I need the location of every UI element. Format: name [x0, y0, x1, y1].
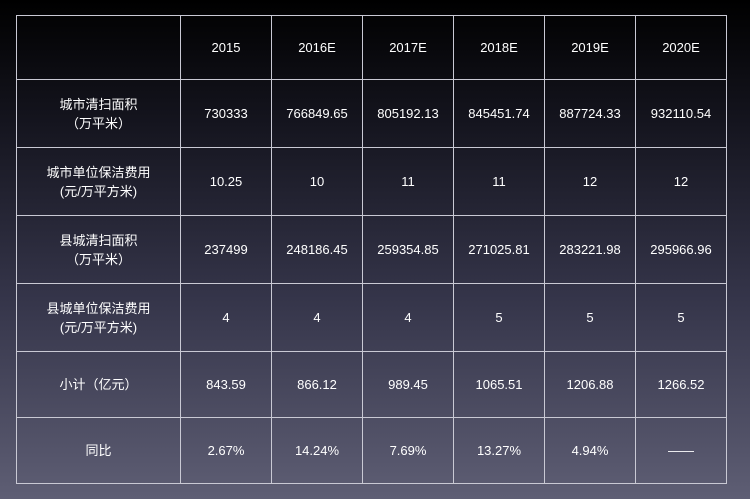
table-cell: 10	[271, 147, 363, 216]
table-cell: 805192.13	[362, 79, 454, 148]
table-cell: 237499	[180, 215, 272, 284]
table-cell: 4	[271, 283, 363, 352]
header-cell-2017e: 2017E	[362, 15, 454, 80]
row-label: 县城单位保洁费用 (元/万平方米)	[16, 283, 181, 352]
row-label-line-1: 小计（亿元）	[59, 377, 138, 392]
table-cell: 843.59	[180, 351, 272, 418]
table-cell: 248186.45	[271, 215, 363, 284]
row-label-line-2: （万平米）	[65, 115, 131, 131]
table-cell: 2.67%	[180, 417, 272, 484]
table-cell: 13.27%	[453, 417, 545, 484]
row-label: 城市单位保洁费用 (元/万平方米)	[16, 147, 181, 216]
row-label-line-2: (元/万平方米)	[59, 319, 138, 335]
header-cell-2015: 2015	[180, 15, 272, 80]
table-cell: 4	[362, 283, 454, 352]
header-cell-2018e: 2018E	[453, 15, 545, 80]
table-cell: 845451.74	[453, 79, 545, 148]
table-cell: 11	[453, 147, 545, 216]
row-label-line-1: 城市清扫面积	[59, 96, 138, 112]
table-cell: 271025.81	[453, 215, 545, 284]
table-cell: 989.45	[362, 351, 454, 418]
table-cell: 283221.98	[544, 215, 636, 284]
table-cell: 866.12	[271, 351, 363, 418]
table-cell: 4.94%	[544, 417, 636, 484]
table-cell: 12	[635, 147, 727, 216]
table-row-county-cost: 县城单位保洁费用 (元/万平方米) 4 4 4 5 5 5	[16, 283, 727, 352]
data-table: 2015 2016E 2017E 2018E 2019E 2020E 城市清扫面…	[16, 15, 727, 484]
row-label-line-2: （万平米）	[65, 251, 131, 267]
table-cell: 4	[180, 283, 272, 352]
header-cell-2016e: 2016E	[271, 15, 363, 80]
row-label-line-1: 县城清扫面积	[59, 232, 138, 248]
header-row: 2015 2016E 2017E 2018E 2019E 2020E	[16, 15, 727, 80]
header-cell-corner	[16, 15, 181, 80]
table-cell: 14.24%	[271, 417, 363, 484]
table-row-urban-cost: 城市单位保洁费用 (元/万平方米) 10.25 10 11 11 12 12	[16, 147, 727, 216]
row-label-line-2: (元/万平方米)	[59, 183, 138, 199]
table-cell: 1065.51	[453, 351, 545, 418]
table-cell: 10.25	[180, 147, 272, 216]
row-label-line-1: 县城单位保洁费用	[46, 300, 151, 316]
table-cell: 5	[544, 283, 636, 352]
table-row-yoy: 同比 2.67% 14.24% 7.69% 13.27% 4.94% ——	[16, 417, 727, 484]
table-cell: 295966.96	[635, 215, 727, 284]
table-cell: 5	[635, 283, 727, 352]
table-row-urban-area: 城市清扫面积 （万平米） 730333 766849.65 805192.13 …	[16, 79, 727, 148]
table-row-subtotal: 小计（亿元） 843.59 866.12 989.45 1065.51 1206…	[16, 351, 727, 418]
row-label: 城市清扫面积 （万平米）	[16, 79, 181, 148]
table-cell: 11	[362, 147, 454, 216]
table-cell: 7.69%	[362, 417, 454, 484]
table-cell: 766849.65	[271, 79, 363, 148]
header-cell-2020e: 2020E	[635, 15, 727, 80]
table-row-county-area: 县城清扫面积 （万平米） 237499 248186.45 259354.85 …	[16, 215, 727, 284]
table-cell: 1206.88	[544, 351, 636, 418]
row-label-line-1: 城市单位保洁费用	[46, 164, 151, 180]
row-label-line-1: 同比	[85, 443, 112, 458]
header-cell-2019e: 2019E	[544, 15, 636, 80]
table-cell: 932110.54	[635, 79, 727, 148]
table-cell: 5	[453, 283, 545, 352]
table-cell: 259354.85	[362, 215, 454, 284]
row-label: 小计（亿元）	[16, 351, 181, 418]
table-cell: 730333	[180, 79, 272, 148]
table-cell: 1266.52	[635, 351, 727, 418]
table-cell: ——	[635, 417, 727, 484]
row-label: 同比	[16, 417, 181, 484]
row-label: 县城清扫面积 （万平米）	[16, 215, 181, 284]
table-cell: 12	[544, 147, 636, 216]
table-cell: 887724.33	[544, 79, 636, 148]
